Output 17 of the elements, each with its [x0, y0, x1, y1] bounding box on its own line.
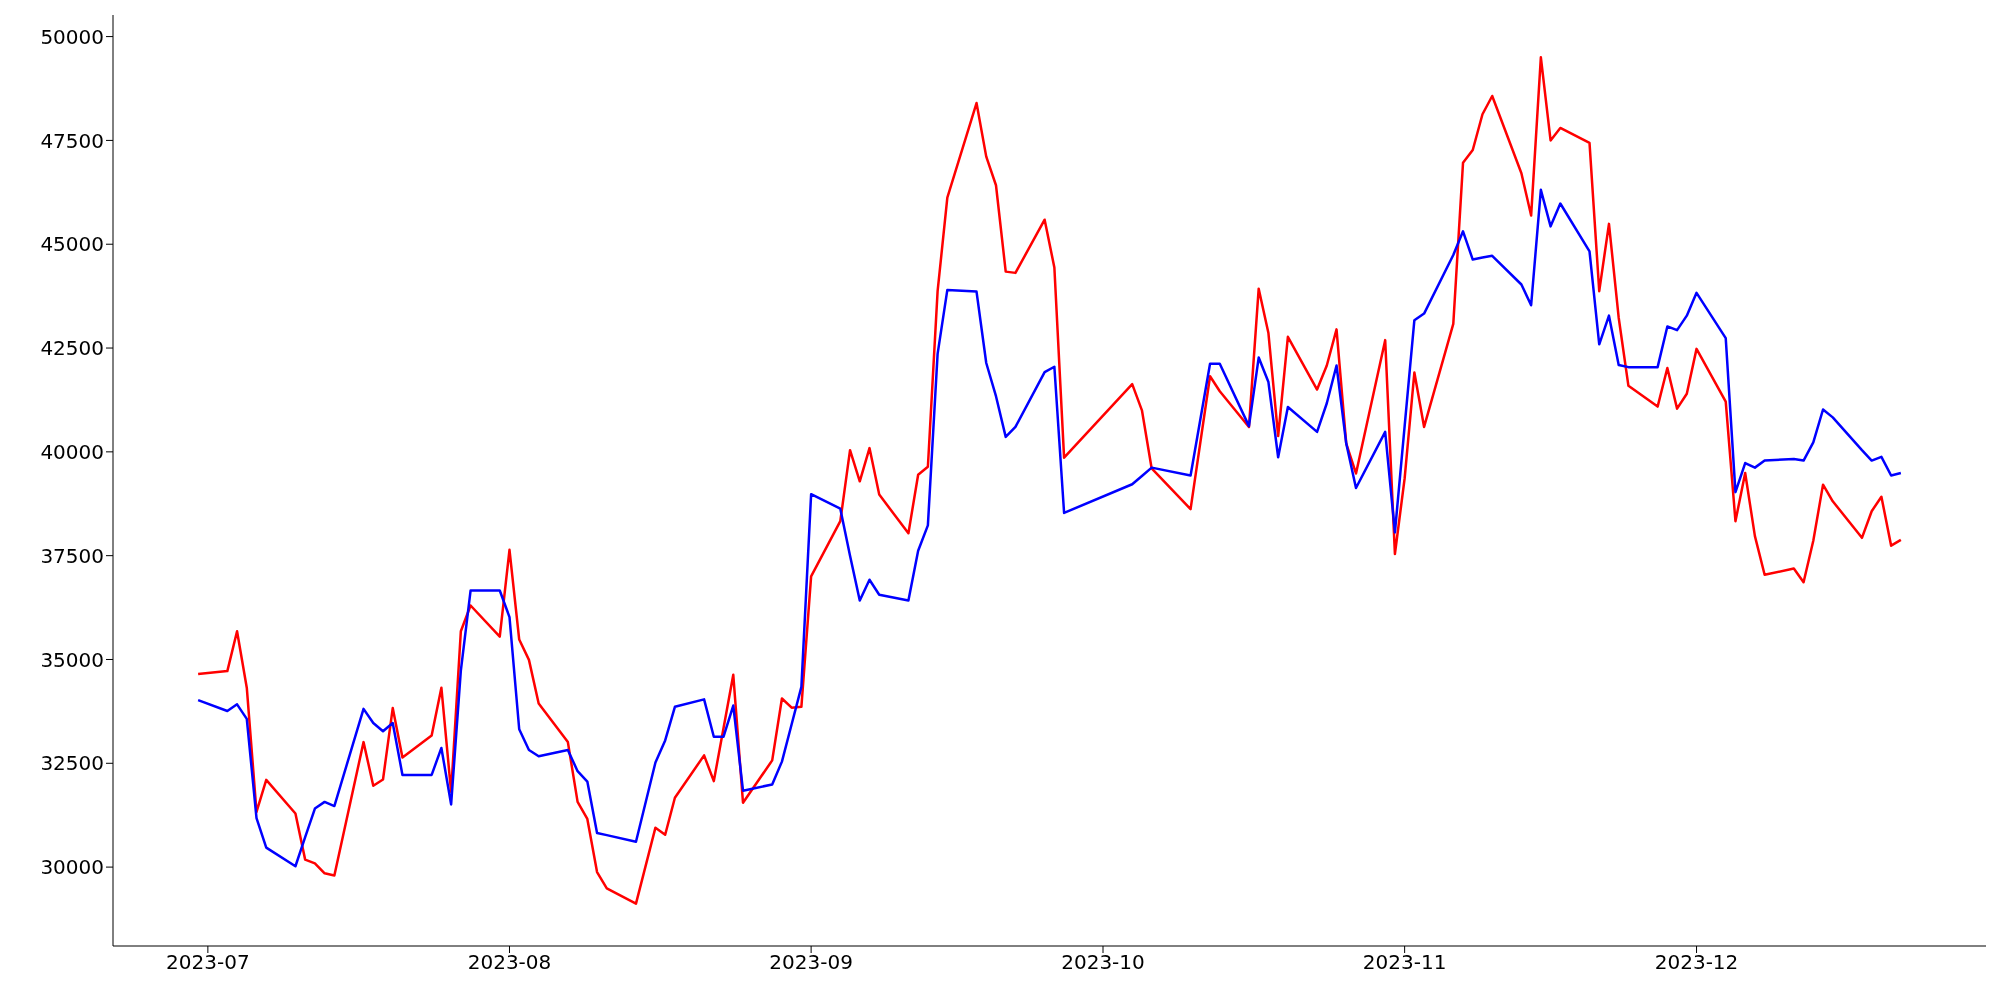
y-tick-label: 40000 [40, 439, 104, 464]
x-tick-label: 2023-12 [1654, 950, 1739, 975]
x-tick-label: 2023-10 [1061, 950, 1145, 975]
y-tick-label: 45000 [40, 232, 104, 257]
y-tick-label: 37500 [40, 543, 104, 568]
line-series [196, 188, 1903, 868]
y-tick-label: 47500 [40, 128, 104, 153]
x-tick-label: 2023-08 [467, 950, 552, 975]
x-tick-label: 2023-11 [1362, 950, 1447, 975]
y-tick-label: 50000 [40, 24, 104, 49]
y-tick-label: 42500 [40, 336, 104, 361]
x-tick-label: 2023-09 [769, 950, 853, 975]
line-series [196, 56, 1903, 905]
y-tick-label: 30000 [40, 855, 104, 880]
y-tick-label: 32500 [40, 751, 104, 776]
x-tick-label: 2023-07 [166, 950, 250, 975]
y-tick-label: 35000 [40, 647, 104, 672]
